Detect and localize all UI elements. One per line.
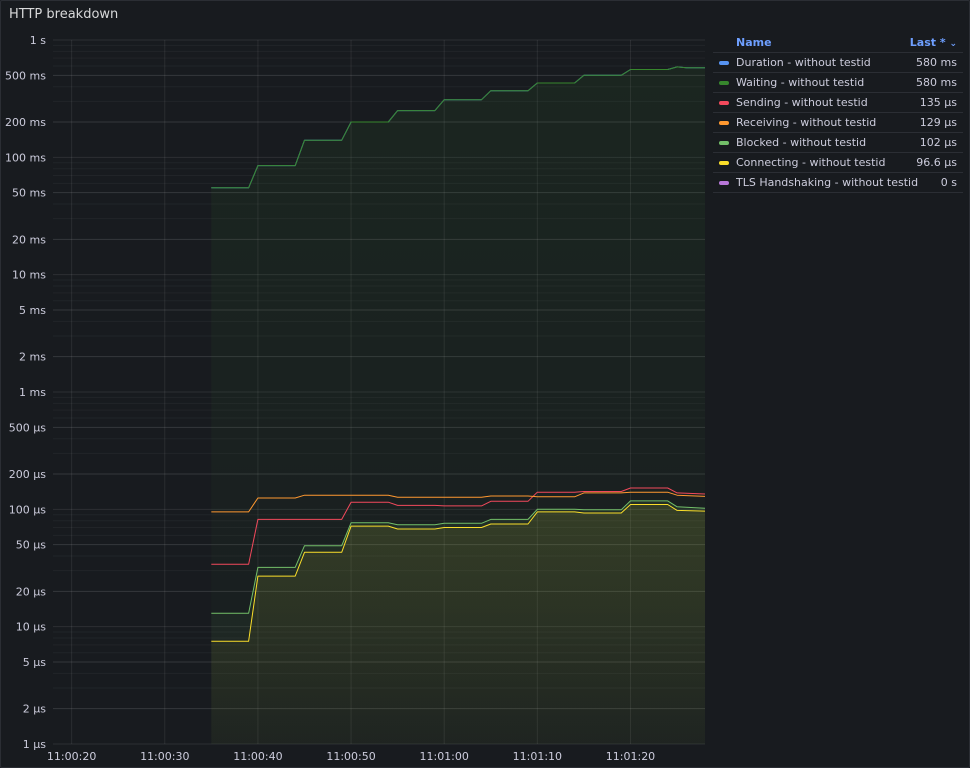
series-line <box>211 500 706 614</box>
y-tick-label: 1 µs <box>23 738 46 751</box>
legend-swatch-icon <box>719 140 729 145</box>
y-tick-label: 10 µs <box>16 621 46 634</box>
legend-series-name: Waiting - without testid <box>736 76 865 89</box>
legend-swatch-icon <box>719 180 729 185</box>
legend-series-name: Blocked - without testid <box>736 136 867 149</box>
legend-swatch-icon <box>719 60 729 65</box>
series-line <box>211 491 706 513</box>
legend-series-value: 135 µs <box>919 96 957 109</box>
legend-series-name: TLS Handshaking - without testid <box>736 176 919 189</box>
y-tick-label: 20 µs <box>16 585 46 598</box>
y-tick-label: 50 ms <box>12 187 46 200</box>
x-tick-label: 11:01:20 <box>606 750 655 763</box>
legend-series-value: 580 ms <box>916 76 957 89</box>
y-tick-label: 10 ms <box>12 269 46 282</box>
legend-name-header[interactable]: Name <box>736 36 772 49</box>
y-tick-label: 50 µs <box>16 539 46 552</box>
legend-row[interactable]: Receiving - without testid 129 µs <box>713 113 963 133</box>
y-tick-label: 20 ms <box>12 233 46 246</box>
y-tick-label: 200 µs <box>9 468 46 481</box>
legend-row[interactable]: TLS Handshaking - without testid 0 s <box>713 173 963 193</box>
y-tick-label: 500 ms <box>5 69 46 82</box>
timeseries-chart[interactable]: 1 s 500 ms 200 ms 100 ms 50 ms 20 ms 10 ms 5 ms… <box>1 1 711 767</box>
series-line <box>211 487 706 565</box>
legend-series-name: Sending - without testid <box>736 96 868 109</box>
chevron-down-icon: ⌄ <box>949 39 957 49</box>
legend-row[interactable]: Waiting - without testid 580 ms <box>713 73 963 93</box>
y-tick-label: 500 µs <box>9 421 46 434</box>
y-tick-label: 200 ms <box>5 116 46 129</box>
y-tick-label: 5 ms <box>19 304 46 317</box>
y-tick-label: 100 ms <box>5 151 46 164</box>
series-line <box>211 66 705 189</box>
legend-series-value: 102 µs <box>919 136 957 149</box>
legend-rows: Duration - without testid 580 ms Waiting -… <box>713 53 963 193</box>
legend-series-value: 0 s <box>940 176 957 189</box>
legend-swatch-icon <box>719 100 729 105</box>
y-tick-label: 2 ms <box>19 351 46 364</box>
x-tick-label: 11:00:20 <box>47 750 96 763</box>
legend-series-name: Connecting - without testid <box>736 156 886 169</box>
y-tick-label: 100 µs <box>9 503 46 516</box>
series-line <box>211 504 706 642</box>
x-tick-label: 11:00:30 <box>140 750 189 763</box>
legend-table: Name Last * ⌄ Duration - without testid 5… <box>713 33 963 193</box>
legend-series-name: Receiving - without testid <box>736 116 877 129</box>
legend-series-value: 580 ms <box>916 56 957 69</box>
legend-swatch-icon <box>719 160 729 165</box>
y-tick-label: 1 ms <box>19 386 46 399</box>
legend-series-value: 129 µs <box>919 116 957 129</box>
x-tick-label: 11:01:00 <box>419 750 468 763</box>
legend-swatch-icon <box>719 120 729 125</box>
legend-swatch-icon <box>719 80 729 85</box>
y-tick-label: 5 µs <box>23 656 46 669</box>
series-area-fill <box>211 504 706 744</box>
legend-row[interactable]: Duration - without testid 580 ms <box>713 53 963 73</box>
legend-row[interactable]: Blocked - without testid 102 µs <box>713 133 963 153</box>
x-tick-label: 11:00:40 <box>233 750 282 763</box>
y-tick-label: 2 µs <box>23 703 46 716</box>
y-tick-label: 1 s <box>30 34 46 47</box>
legend-last-header[interactable]: Last * ⌄ <box>909 36 957 49</box>
legend-series-value: 96.6 µs <box>916 156 957 169</box>
legend-row[interactable]: Connecting - without testid 96.6 µs <box>713 153 963 173</box>
legend-header: Name Last * ⌄ <box>713 33 963 53</box>
x-tick-label: 11:01:10 <box>513 750 562 763</box>
panel-title[interactable]: HTTP breakdown <box>9 7 119 22</box>
x-tick-label: 11:00:50 <box>326 750 375 763</box>
legend-series-name: Duration - without testid <box>736 56 871 69</box>
legend-row[interactable]: Sending - without testid 135 µs <box>713 93 963 113</box>
